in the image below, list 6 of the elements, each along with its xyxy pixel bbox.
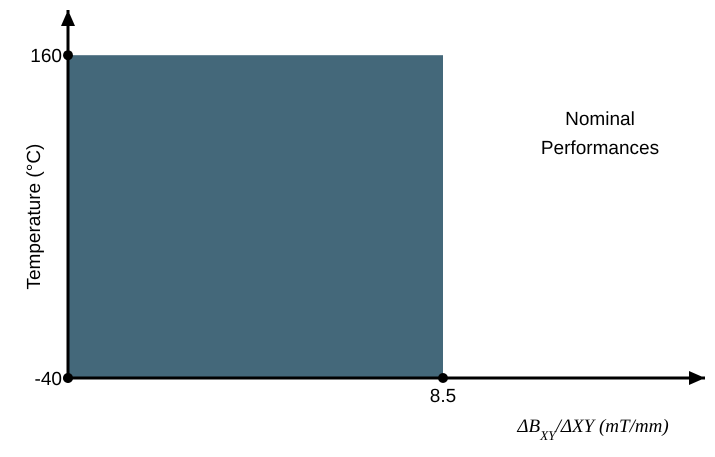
y-axis-title: Temperature (°C) (24, 144, 45, 290)
y-tick-label: 160 (30, 46, 62, 68)
text: 8.5 (430, 386, 456, 407)
y-tick-label: -40 (34, 369, 62, 390)
x-axis-title: ΔB$_{XY}$/ΔXY (mT/mm) (516, 416, 669, 442)
text: Nominal Performances (540, 109, 660, 159)
